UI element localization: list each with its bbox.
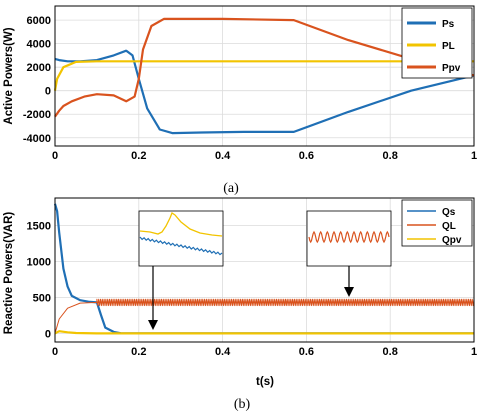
x-tick-label: 0.4 [215,346,231,358]
series-ql-line [54,298,475,334]
panel-a: 0 0.2 0.4 0.6 0.8 1 6000 4000 2000 0 -2000 -4000 A… [3,5,477,196]
y-tick-label: 500 [33,292,51,304]
x-ticks-b: 0 0.2 0.4 0.6 0.8 1 [52,346,477,358]
x-tick-label: 0.8 [383,346,398,358]
legend-label-ql: QL [442,221,456,232]
inset-left-qpv-trace [139,212,223,237]
legend-a: Ps PL Ppv [401,7,473,79]
legend-label-ppv: Ppv [442,63,461,74]
series-qpv-line [54,330,474,335]
y-axis-label-a: Active Powers(W) [3,27,15,124]
x-tick-label: 0.2 [131,346,146,358]
arrow-right [344,266,354,297]
x-tick-label: 0.6 [299,346,314,358]
x-tick-label: 1 [471,150,477,162]
inset-right-ql-trace [308,230,390,244]
y-ticks-b: 1500 1000 500 0 [27,220,51,340]
series-lines-a [53,17,475,135]
y-tick-label: -4000 [23,133,51,145]
series-lines-b [53,203,475,335]
inset-zoom-left [138,210,224,267]
y-axis-label-b: Reactive Powers(VAR) [3,212,15,335]
x-tick-label: 0.8 [383,150,398,162]
legend-label-qpv: Qpv [442,235,462,246]
y-tick-label: 0 [45,328,51,340]
y-ticks-a: 6000 4000 2000 0 -2000 -4000 [23,15,51,145]
series-ppv-line [54,17,475,118]
y-tick-label: 1000 [27,256,51,268]
x-tick-label: 1 [471,346,477,358]
legend-b: Qs QL Qpv [401,199,473,247]
legend-label-pl: PL [442,41,455,52]
series-qs-line [53,203,474,335]
inset-left-qs-trace [139,236,223,256]
x-tick-label: 0.6 [299,150,314,162]
plot-frame-a [54,5,475,147]
legend-label-qs: Qs [442,207,456,218]
x-tick-label: 0 [52,150,58,162]
plot-frame-b [54,197,475,343]
x-tick-label: 0 [52,346,58,358]
caption-b: (b) [234,397,251,412]
arrow-left [148,266,158,330]
x-tick-label: 0.2 [131,150,146,162]
y-tick-label: 0 [45,86,51,98]
x-tick-label: 0.4 [215,150,231,162]
y-tick-label: -2000 [23,109,51,121]
x-ticks-a: 0 0.2 0.4 0.6 0.8 1 [52,150,477,162]
panel-b: 0 0.2 0.4 0.6 0.8 1 1500 1000 500 0 Reactive Pow… [3,197,477,412]
caption-a: (a) [223,181,239,196]
y-tick-label: 4000 [27,39,51,51]
inset-zoom-right [306,210,392,267]
y-tick-label: 2000 [27,62,51,74]
y-tick-label: 6000 [27,15,51,27]
legend-label-ps: Ps [442,19,455,30]
series-pl-line [53,60,474,91]
y-tick-label: 1500 [27,220,51,232]
x-axis-label-b: t(s) [256,376,274,388]
